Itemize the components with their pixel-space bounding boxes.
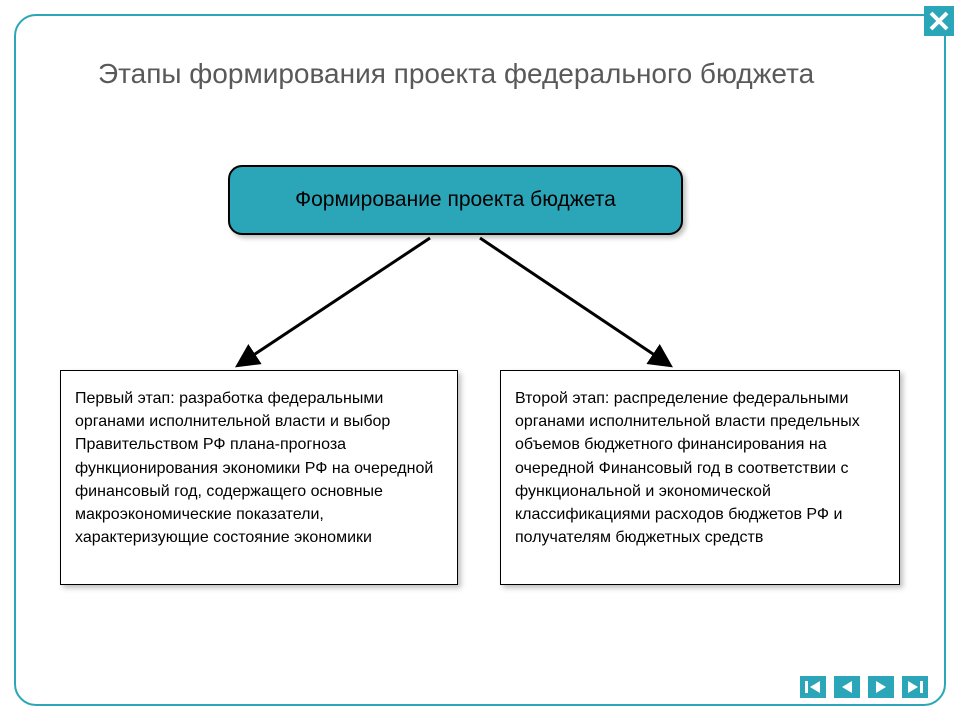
- prev-icon: [838, 680, 856, 694]
- stage2-box: Второй этап: распределение федеральными …: [500, 370, 900, 585]
- nav-next-button[interactable]: [868, 676, 894, 698]
- slide-frame: [14, 14, 946, 706]
- nav-last-button[interactable]: [902, 676, 928, 698]
- slide: Этапы формирования проекта федерального …: [0, 0, 960, 720]
- nav-first-button[interactable]: [800, 676, 826, 698]
- last-icon: [906, 680, 924, 694]
- diagram-root-box: Формирование проекта бюджета: [228, 165, 683, 235]
- close-button[interactable]: [924, 6, 954, 36]
- stage2-text: Второй этап: распределение федеральными …: [515, 387, 885, 549]
- slide-title: Этапы формирования проекта федерального …: [98, 55, 818, 93]
- nav-prev-button[interactable]: [834, 676, 860, 698]
- stage1-box: Первый этап: разработка федеральными орг…: [60, 370, 458, 585]
- close-icon: [928, 10, 950, 32]
- next-icon: [872, 680, 890, 694]
- stage1-text: Первый этап: разработка федеральными орг…: [75, 387, 443, 549]
- first-icon: [804, 680, 822, 694]
- diagram-root-label: Формирование проекта бюджета: [295, 188, 616, 212]
- nav-controls: [800, 676, 928, 698]
